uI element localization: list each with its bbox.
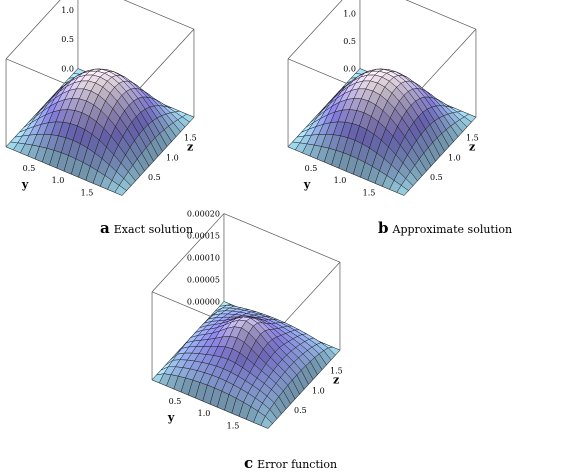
- z-axis-label: z: [187, 141, 193, 154]
- y-axis-tick-label: 0.5: [23, 164, 36, 173]
- value-axis-tick-label: 0.00005: [187, 276, 220, 285]
- z-axis-tick-label: 0.5: [294, 406, 307, 415]
- y-axis-tick-label: 0.5: [169, 397, 182, 406]
- box-edge: [287, 0, 343, 60]
- z-axis-tick-label: 1.5: [330, 367, 343, 376]
- y-axis-tick-label: 0.5: [305, 164, 318, 173]
- panel-c-caption: c Error function: [244, 454, 337, 472]
- axis-ticks: 0.51.01.50.51.01.50.00.51.01.5: [305, 10, 479, 198]
- surface-mesh: [5, 68, 195, 196]
- value-axis-tick-label: 0.00020: [187, 210, 220, 219]
- z-axis-tick-label: 1.0: [312, 386, 325, 395]
- y-axis-tick-label: 1.0: [52, 176, 65, 185]
- axis-ticks: 0.5 1.0 1.5 0.5 1.0 1.5 0.00000 0.00005 0.00010 0…: [169, 210, 343, 431]
- surface-patch: [260, 415, 273, 429]
- value-axis-tick-label: 0.5: [343, 37, 356, 46]
- panel-c-letter: c: [244, 454, 254, 472]
- surface-patch: [114, 185, 127, 196]
- axis-ticks: 0.5 1.0 1.5 0.5 1.0 1.5 0.0 0.5 1.0: [23, 6, 197, 197]
- z-axis-tick-label: 1.5: [184, 134, 197, 143]
- box-edge: [223, 213, 341, 263]
- value-axis-tick-label: 0.00000: [187, 298, 220, 307]
- surface-mesh: [287, 68, 477, 196]
- panel-c-surface-plot: 0.5 1.0 1.5 0.5 1.0 1.5 0.00000 0.00005 0.00010 0…: [151, 210, 343, 431]
- y-axis-label: y: [303, 178, 311, 191]
- box-edge: [123, 0, 195, 30]
- panel-a-letter: a: [100, 219, 110, 237]
- panel-a-caption: a Exact solution: [100, 219, 193, 237]
- panel-a-surface-plot: 0.5 1.0 1.5 0.5 1.0 1.5 0.0 0.5 1.0 y z: [5, 0, 197, 197]
- value-axis-tick-label: 0.5: [61, 35, 74, 44]
- box-edge: [5, 0, 61, 60]
- surface-mesh: [151, 301, 341, 429]
- y-axis-tick-label: 1.0: [334, 176, 347, 185]
- panel-b-caption-text: Approximate solution: [392, 223, 513, 236]
- z-axis-tick-label: 0.5: [148, 173, 161, 182]
- panel-b-letter: b: [378, 219, 389, 237]
- value-axis-tick-label: 1.0: [343, 10, 356, 19]
- z-axis-label: z: [333, 374, 339, 387]
- panel-b-caption: b Approximate solution: [378, 219, 512, 237]
- box-edge: [151, 213, 225, 293]
- z-axis-tick-label: 1.0: [448, 153, 461, 162]
- panel-c-caption-text: Error function: [257, 458, 338, 471]
- z-axis-tick-label: 0.5: [430, 173, 443, 182]
- z-axis-tick-label: 1.5: [466, 134, 479, 143]
- y-axis-label: y: [167, 411, 175, 424]
- z-axis-tick-label: 1.0: [166, 153, 179, 162]
- surface-patch: [396, 185, 409, 196]
- panel-a-caption-text: Exact solution: [113, 223, 194, 236]
- z-axis-label: z: [469, 141, 475, 154]
- y-axis-label: y: [21, 178, 29, 191]
- y-axis-tick-label: 1.0: [198, 409, 211, 418]
- value-axis-tick-label: 1.0: [61, 6, 74, 15]
- y-axis-tick-label: 1.5: [227, 421, 240, 430]
- value-axis-tick-label: 0.0: [61, 65, 74, 74]
- value-axis-tick-label: 0.00010: [187, 254, 220, 263]
- value-axis-tick-label: 0.0: [343, 65, 356, 74]
- panel-b-surface-plot: 0.51.01.50.51.01.50.00.51.01.5yz: [287, 0, 479, 198]
- box-edge: [405, 0, 477, 30]
- value-axis-tick-label: 0.00015: [187, 232, 220, 241]
- y-axis-tick-label: 1.5: [81, 188, 94, 197]
- y-axis-tick-label: 1.5: [363, 188, 376, 197]
